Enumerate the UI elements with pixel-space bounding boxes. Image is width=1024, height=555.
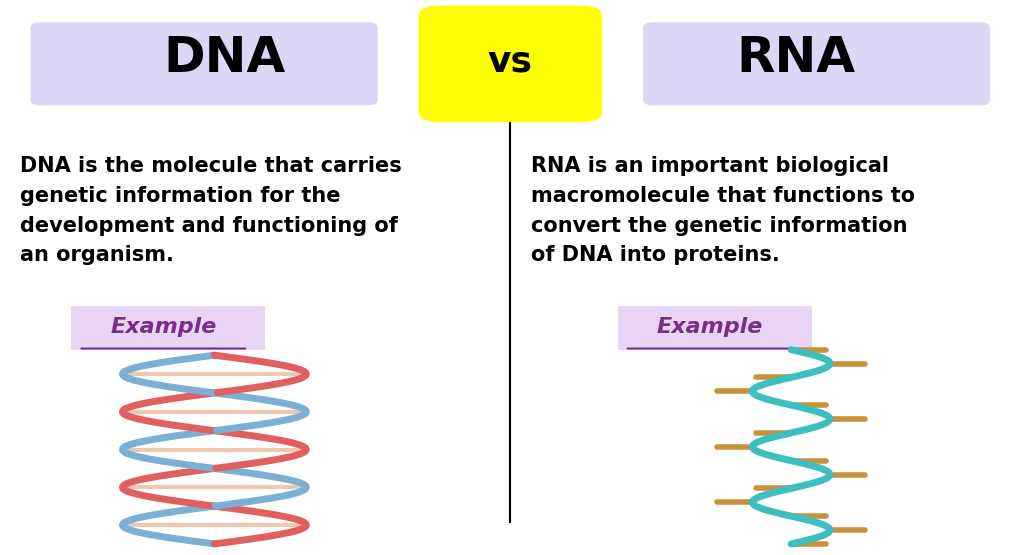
Text: DNA is the molecule that carries
genetic information for the
development and fun: DNA is the molecule that carries genetic… xyxy=(20,157,402,265)
Text: Example: Example xyxy=(656,317,763,337)
FancyBboxPatch shape xyxy=(643,22,990,105)
FancyBboxPatch shape xyxy=(31,22,378,105)
FancyBboxPatch shape xyxy=(617,306,812,350)
Text: RNA is an important biological
macromolecule that functions to
convert the genet: RNA is an important biological macromole… xyxy=(530,157,914,265)
FancyBboxPatch shape xyxy=(419,6,602,122)
Text: RNA: RNA xyxy=(736,34,856,82)
Text: DNA: DNA xyxy=(164,34,286,82)
FancyBboxPatch shape xyxy=(72,306,265,350)
Text: vs: vs xyxy=(487,44,532,78)
Text: Example: Example xyxy=(111,317,216,337)
